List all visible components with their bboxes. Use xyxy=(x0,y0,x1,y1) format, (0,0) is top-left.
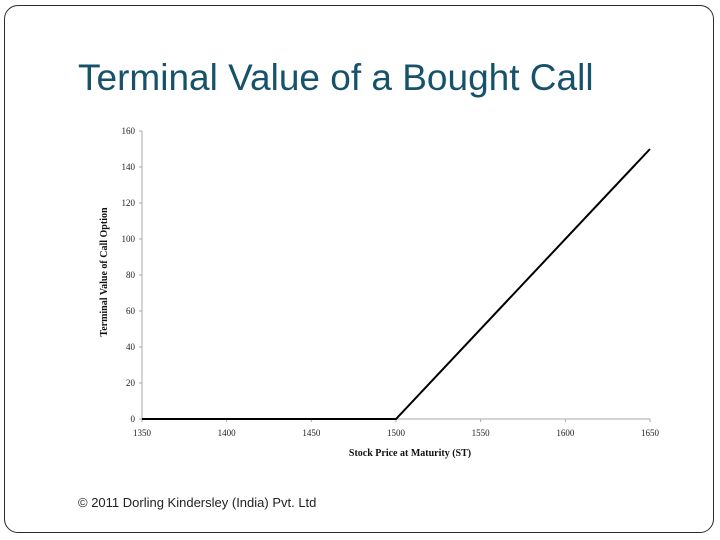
copyright-footer: © 2011 Dorling Kindersley (India) Pvt. L… xyxy=(78,495,317,510)
y-tick-label: 120 xyxy=(122,198,136,208)
x-tick-label: 1650 xyxy=(641,428,660,438)
y-tick-label: 0 xyxy=(131,414,136,424)
x-tick-label: 1400 xyxy=(218,428,237,438)
y-tick-label: 100 xyxy=(122,234,136,244)
x-tick-label: 1550 xyxy=(472,428,491,438)
y-tick-label: 60 xyxy=(126,306,136,316)
y-tick-label: 160 xyxy=(122,126,136,136)
x-axis-label: Stock Price at Maturity (ST) xyxy=(349,448,471,459)
x-tick-label: 1500 xyxy=(387,428,406,438)
series-line xyxy=(142,148,651,420)
y-tick-label: 40 xyxy=(126,342,136,352)
y-tick-label: 140 xyxy=(122,162,136,172)
x-tick-label: 1450 xyxy=(302,428,321,438)
y-tick-label: 20 xyxy=(126,378,136,388)
series xyxy=(142,148,651,420)
x-tick-label: 1350 xyxy=(133,428,152,438)
slide-title: Terminal Value of a Bought Call xyxy=(78,57,594,98)
y-tick-labels: 0 20 40 60 80 100 120 140 160 xyxy=(122,126,142,424)
y-axis-label: Terminal Value of Call Option xyxy=(99,207,110,337)
slide-frame xyxy=(4,5,714,533)
x-tick-labels: 1350 1400 1450 1500 1550 1600 1650 xyxy=(133,419,660,438)
x-tick-label: 1600 xyxy=(556,428,575,438)
y-tick-label: 80 xyxy=(126,270,136,280)
